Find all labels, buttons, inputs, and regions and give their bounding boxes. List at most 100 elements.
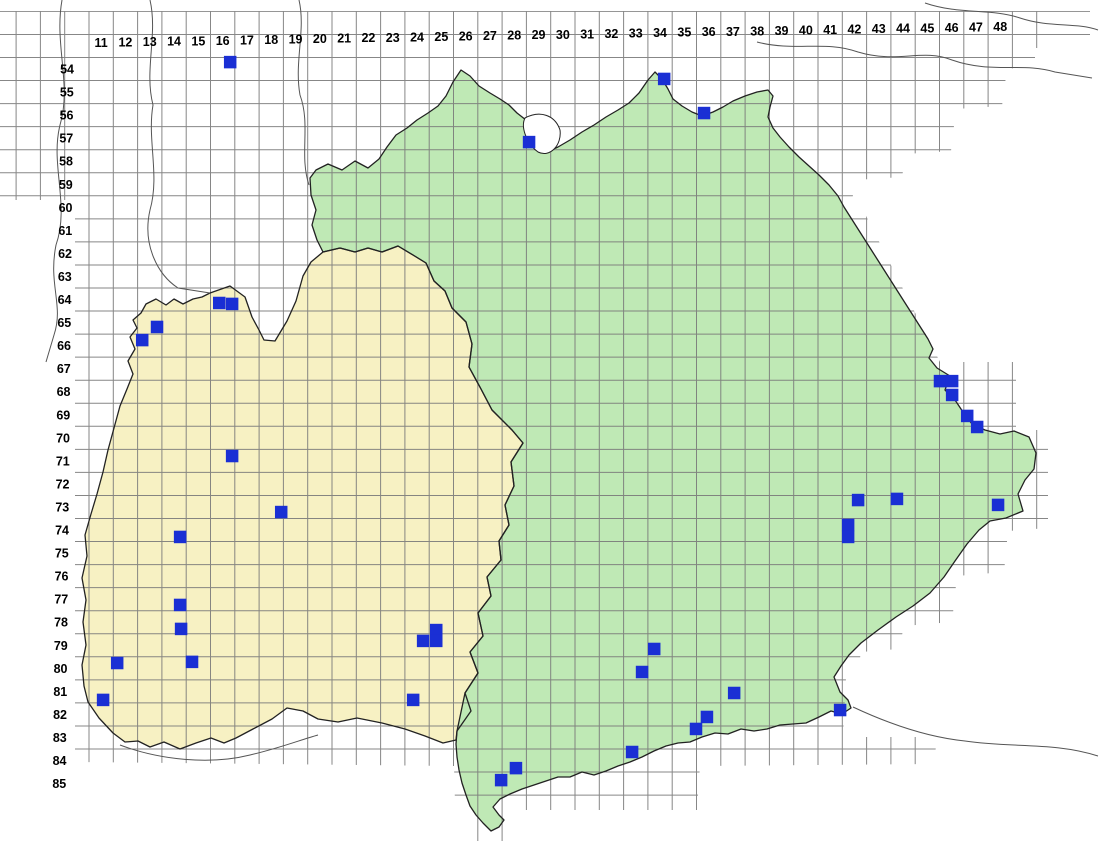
grid-row-label: 55 [60,86,74,100]
occurrence-marker [700,710,714,724]
grid-column-label: 24 [410,30,424,44]
occurrence-marker [647,642,661,656]
occurrence-marker [657,72,671,86]
grid-column-label: 17 [240,33,254,47]
grid-row-label: 75 [55,547,69,561]
occurrence-marker [429,623,443,637]
occurrence-marker [225,297,239,311]
grid-row-label: 68 [57,385,71,399]
occurrence-marker [841,530,855,544]
grid-row-label: 79 [54,639,68,653]
grid-row-label: 74 [55,524,69,538]
occurrence-marker [697,106,711,120]
green-region [310,70,1036,831]
grid-column-label: 14 [167,35,181,49]
grid-column-label: 41 [823,23,837,37]
grid-column-label: 40 [799,23,813,37]
occurrence-marker [890,492,904,506]
grid-column-label: 35 [677,26,691,40]
occurrence-marker [970,420,984,434]
grid-column-label: 36 [702,25,716,39]
grid-column-label: 30 [556,28,570,42]
grid-column-label: 47 [969,20,983,34]
occurrence-marker [689,722,703,736]
state-regions [82,70,1036,831]
grid-row-label: 73 [55,500,69,514]
grid-column-label: 31 [580,27,594,41]
grid-column-label: 34 [653,26,667,40]
grid-row-label: 58 [59,155,73,169]
occurrence-marker [174,622,188,636]
grid-column-label: 44 [896,22,910,36]
grid-row-label: 63 [58,270,72,284]
grid-row-label: 56 [60,109,74,123]
grid-column-label: 21 [337,32,351,46]
occurrence-marker [274,505,288,519]
occurrence-marker [833,703,847,717]
grid-column-label: 33 [629,26,643,40]
grid-column-label: 48 [993,20,1007,34]
grid-row-label: 59 [59,178,73,192]
occurrence-marker [96,693,110,707]
occurrence-marker [225,449,239,463]
grid-row-label: 80 [54,662,68,676]
green-region-border [309,69,1037,832]
grid-row-label: 83 [53,731,67,745]
occurrence-marker [933,374,947,388]
occurrence-marker [212,296,226,310]
occurrence-marker [223,55,237,69]
occurrence-marker [406,693,420,707]
grid-row-label: 71 [56,454,70,468]
occurrence-marker [135,333,149,347]
occurrence-marker [841,518,855,532]
grid-column-label: 43 [872,22,886,36]
yellow-region [82,246,523,749]
occurrence-marker [635,665,649,679]
grid-column-label: 16 [216,34,230,48]
grid-column-label: 37 [726,25,740,39]
grid-row-label: 77 [54,593,68,607]
grid-row-label: 60 [59,201,73,215]
boundary-lines [45,0,1099,761]
grid-column-label: 13 [143,35,157,49]
grid-column-label: 32 [604,27,618,41]
grid-column-label: 38 [750,24,764,38]
occurrence-marker [173,530,187,544]
grid-column-label: 18 [264,33,278,47]
grid-row-label: 72 [56,477,70,491]
grid-row-label: 67 [57,362,71,376]
grid-column-label: 23 [386,31,400,45]
occurrence-marker [494,773,508,787]
grid-column-label: 26 [459,30,473,44]
grid-column-label: 15 [191,34,205,48]
grid-column-label: 12 [118,36,132,50]
grid-row-label: 70 [56,431,70,445]
grid-labels: 11 12 13 14 15 16 17 18 19 20 21 22 23 24 25 26 27 28 29 30… [52,20,1007,791]
grid-column-label: 39 [775,24,789,38]
grid-column-label: 19 [289,33,303,47]
grid-row-label: 61 [58,224,72,238]
occurrence-marker [625,745,639,759]
grid-row-label: 82 [53,708,67,722]
grid-row-label: 69 [56,408,70,422]
occurrence-marker [945,374,959,388]
grid-row-label: 62 [58,247,72,261]
grid-row-label: 85 [52,777,66,791]
grid-column-label: 42 [847,23,861,37]
occurrence-marker [991,498,1005,512]
occurrence-marker [509,761,523,775]
grid-row-label: 81 [53,685,67,699]
occurrence-marker [173,598,187,612]
occurrence-marker [960,409,974,423]
grid-column-label: 46 [945,21,959,35]
occurrence-markers [96,55,1005,787]
grid-row-label: 57 [59,132,73,146]
occurrence-marker [945,388,959,402]
occurrence-marker [185,655,199,669]
grid-column-label: 45 [920,21,934,35]
grid-row-label: 65 [57,316,71,330]
grid-row-label: 64 [58,293,72,307]
grid-column-label: 11 [95,36,108,50]
